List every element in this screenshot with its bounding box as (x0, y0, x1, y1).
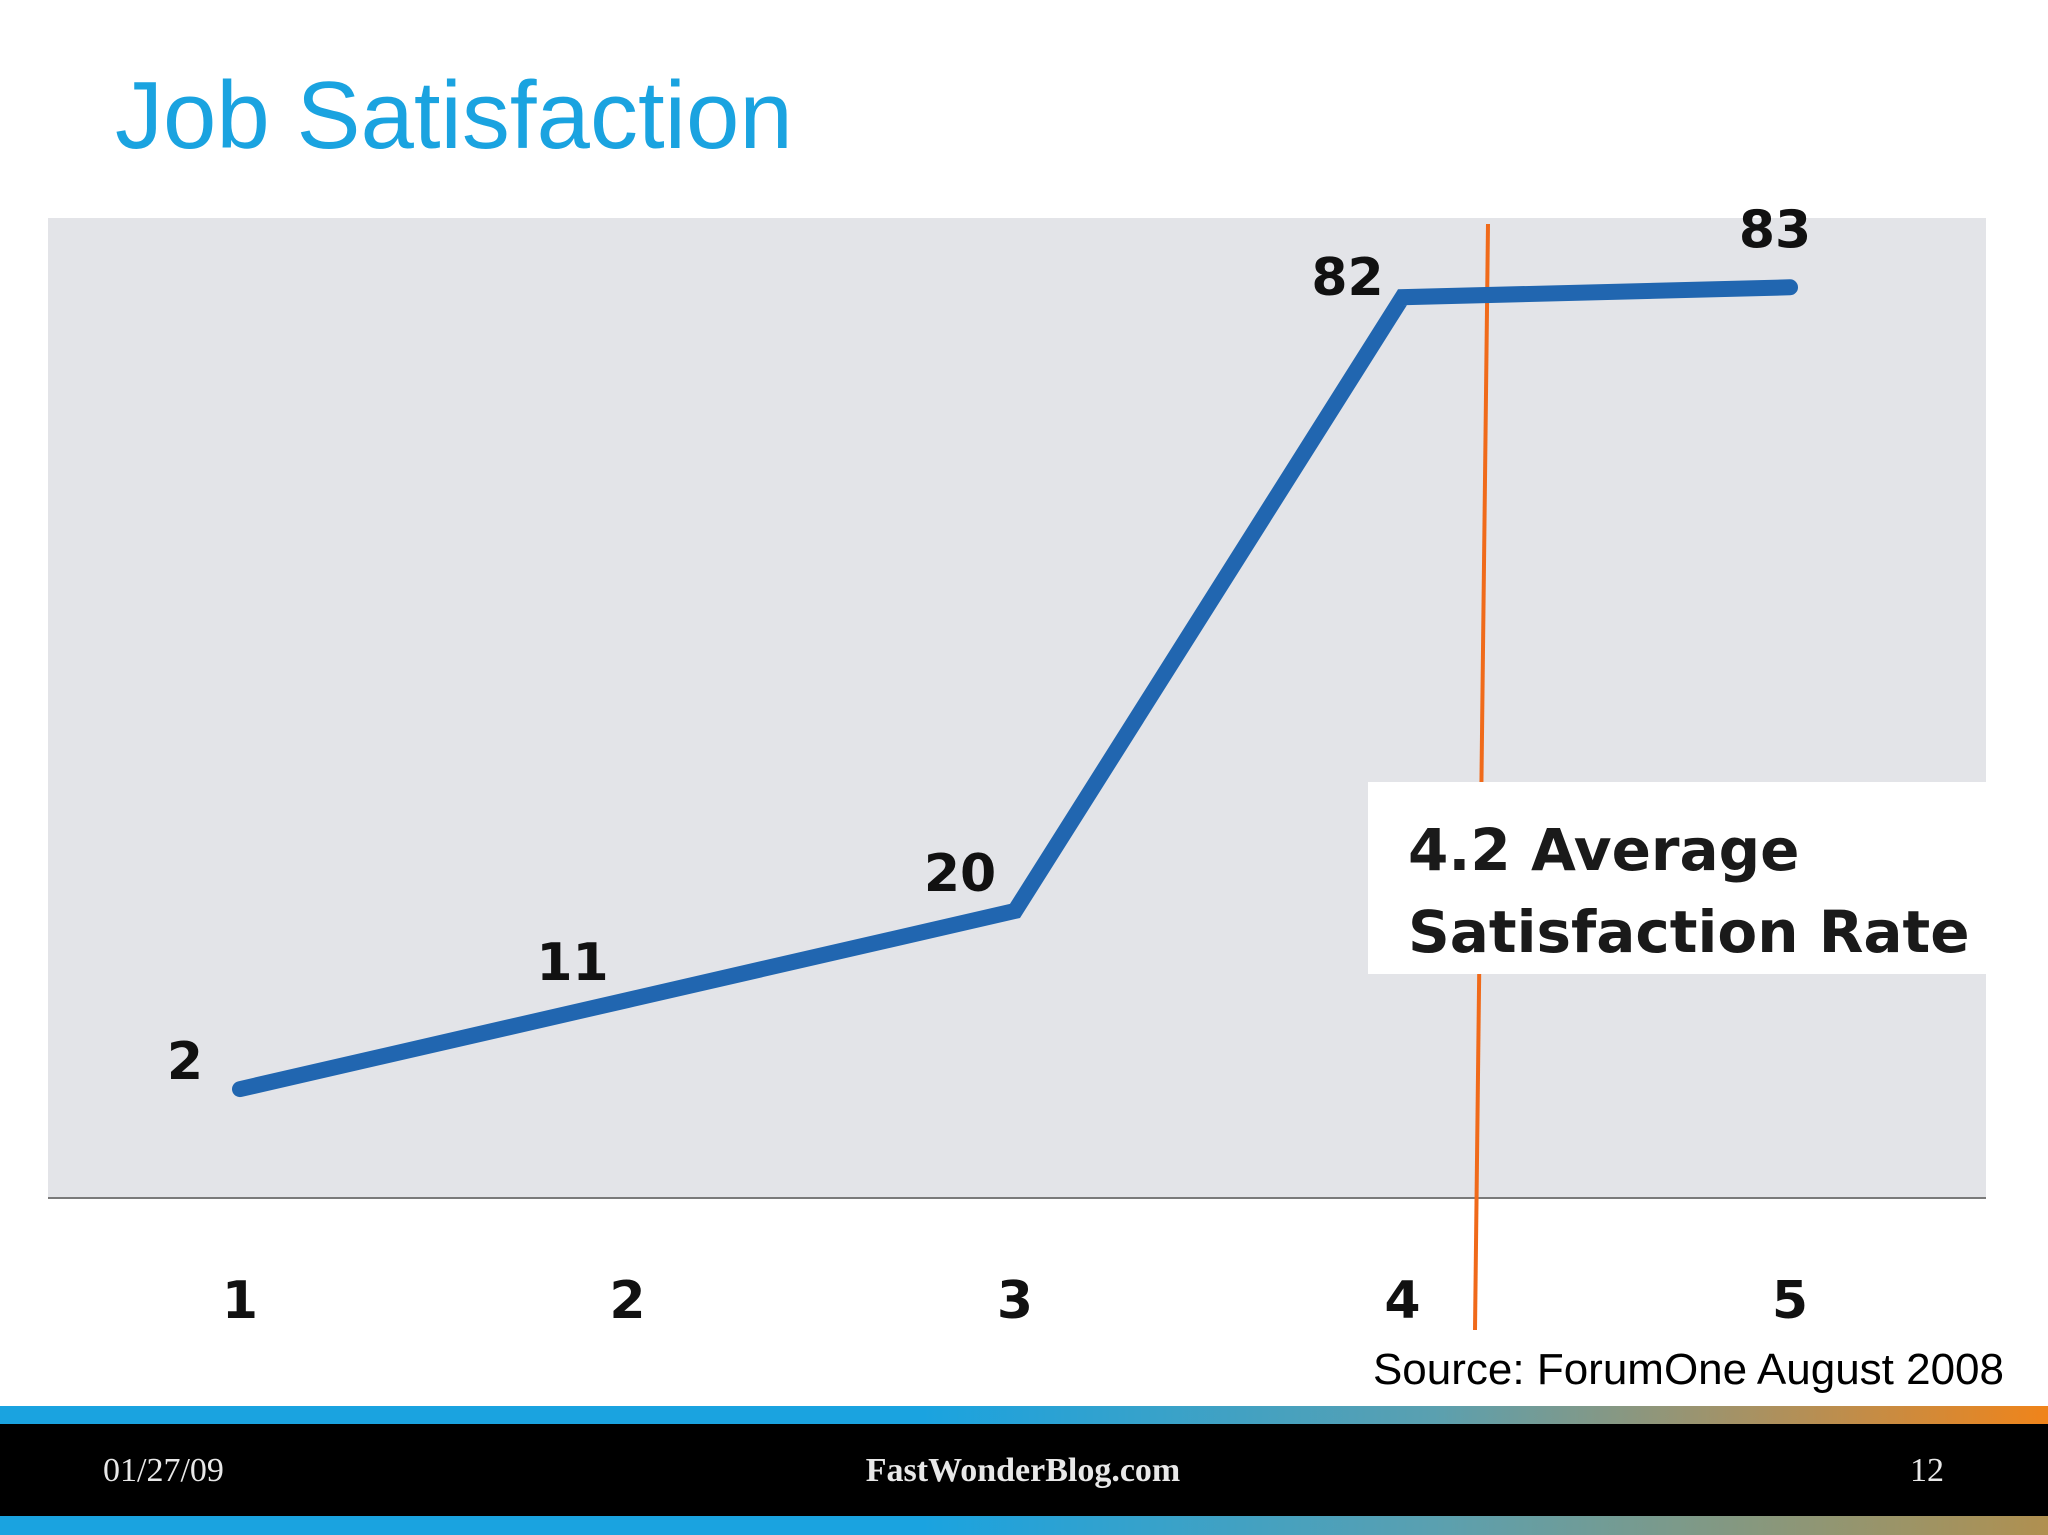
source-note: Source: ForumOne August 2008 (1372, 1345, 2004, 1394)
footer-site: FastWonderBlog.com (865, 1452, 1181, 1489)
x-tick-label: 1 (222, 1271, 258, 1331)
footer-page-number: 12 (1910, 1452, 1944, 1489)
average-callout-box (1368, 782, 1986, 974)
callout-line-1: 4.2 Average (1408, 816, 1800, 884)
footer-accent-top (0, 1406, 2048, 1424)
data-label: 82 (1311, 248, 1383, 308)
x-tick-label: 5 (1772, 1271, 1808, 1331)
footer: 01/27/09 FastWonderBlog.com 12 (0, 1424, 2048, 1520)
callout-line-2: Satisfaction Rate (1408, 898, 1970, 966)
data-label: 20 (924, 844, 996, 904)
data-label: 2 (167, 1032, 203, 1092)
footer-accent-bottom (0, 1516, 2048, 1535)
x-tick-label: 2 (609, 1271, 645, 1331)
footer-date: 01/27/09 (103, 1452, 224, 1489)
data-label: 83 (1739, 200, 1811, 260)
line-chart: 4.2 Average Satisfaction Rate 2 11 20 82 83 1… (48, 200, 1986, 1331)
x-tick-label: 4 (1384, 1271, 1420, 1331)
average-reference-line (1473, 223, 1490, 1331)
series-line (232, 279, 1798, 1098)
data-label: 11 (536, 933, 608, 993)
x-tick-label: 3 (997, 1271, 1033, 1331)
slide-title: Job Satisfaction (115, 62, 793, 169)
plot-area (48, 218, 1986, 1198)
